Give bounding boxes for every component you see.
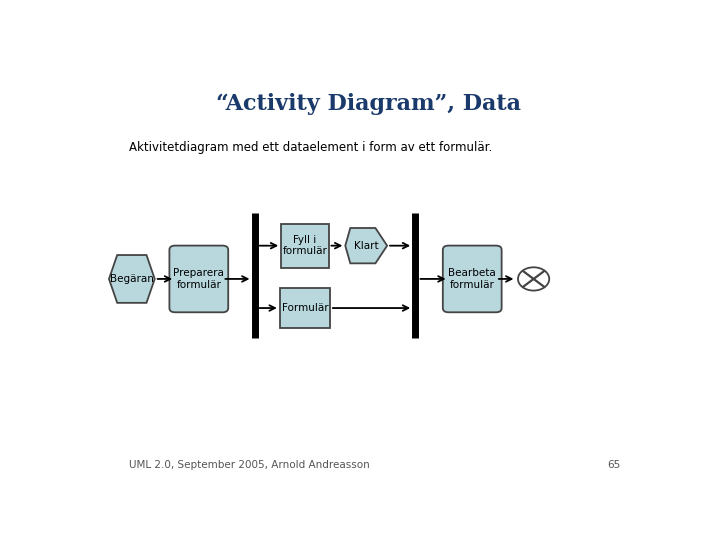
Polygon shape bbox=[346, 228, 387, 264]
Bar bbox=[281, 224, 328, 267]
Text: 65: 65 bbox=[607, 460, 620, 470]
Text: Begäran: Begäran bbox=[110, 274, 154, 284]
Text: Preparera
formulär: Preparera formulär bbox=[174, 268, 224, 290]
Text: Formulär: Formulär bbox=[282, 303, 328, 313]
Circle shape bbox=[518, 267, 549, 291]
Text: Fyll i
formulär: Fyll i formulär bbox=[282, 235, 328, 256]
Text: Aktivitetdiagram med ett dataelement i form av ett formulär.: Aktivitetdiagram med ett dataelement i f… bbox=[129, 141, 492, 154]
Polygon shape bbox=[109, 255, 155, 303]
Text: Bearbeta
formulär: Bearbeta formulär bbox=[449, 268, 496, 290]
FancyBboxPatch shape bbox=[443, 246, 502, 312]
Text: “Activity Diagram”, Data: “Activity Diagram”, Data bbox=[217, 93, 521, 116]
Bar bbox=[280, 288, 330, 328]
FancyBboxPatch shape bbox=[169, 246, 228, 312]
Text: Klart: Klart bbox=[354, 241, 379, 251]
Text: UML 2.0, September 2005, Arnold Andreasson: UML 2.0, September 2005, Arnold Andreass… bbox=[129, 460, 370, 470]
